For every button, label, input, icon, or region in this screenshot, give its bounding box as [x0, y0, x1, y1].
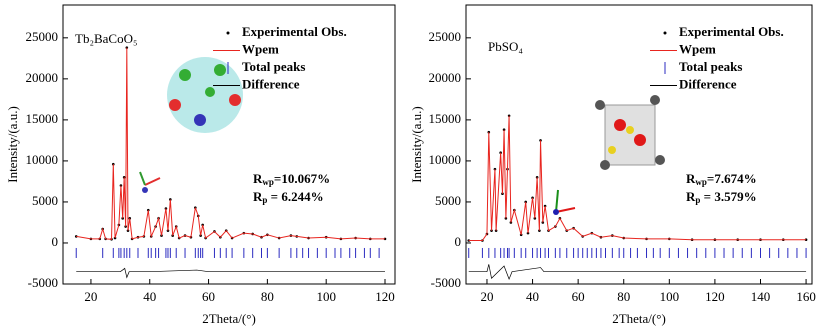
- x-tick-label: 140: [751, 289, 771, 304]
- y-axis-label: Intensity/(a.u.): [5, 106, 20, 183]
- annotation-symbol: R: [253, 171, 263, 186]
- annotation-subscript: p: [695, 195, 700, 205]
- x-axis-label: 2Theta/(°): [202, 311, 256, 326]
- legend-label: Experimental Obs.: [242, 24, 347, 39]
- y-tick-label: 20000: [429, 70, 462, 85]
- legend-label: Experimental Obs.: [679, 24, 784, 39]
- legend-label: Wpem: [242, 41, 279, 56]
- y-axis-label: Intensity/(a.u.): [409, 106, 424, 183]
- annotation-value: = 3.579%: [700, 189, 756, 204]
- legend-symbol: [226, 31, 230, 35]
- x-tick-label: 80: [617, 289, 630, 304]
- y-tick-label: 25000: [429, 29, 462, 44]
- x-tick-label: 120: [705, 289, 725, 304]
- annotation-subscript: wp: [262, 177, 274, 187]
- annotation-subscript: wp: [695, 177, 707, 187]
- x-tick-label: 40: [143, 289, 156, 304]
- fit-annotation: Rwp=10.067%: [253, 171, 330, 187]
- panel: 20 40 60 80 100 120 140 160 -5000 0 5000 10000 15000…: [409, 4, 816, 326]
- y-tick-label: -5000: [28, 275, 58, 290]
- difference-line: [76, 267, 386, 279]
- calculated-line: [468, 115, 807, 242]
- observed-point: [74, 235, 78, 238]
- y-tick-label: 5000: [32, 193, 58, 208]
- fit-annotation: Rwp=7.674%: [686, 171, 757, 187]
- annotation-value: = 6.244%: [267, 189, 323, 204]
- annotation-value: =10.067%: [274, 171, 330, 186]
- structure-illustration: [139, 57, 243, 193]
- annotation-value: =7.674%: [707, 171, 757, 186]
- x-tick-label: 100: [660, 289, 680, 304]
- x-tick-label: 100: [316, 289, 336, 304]
- plot-frame: [465, 4, 813, 285]
- annotation-subscript: p: [262, 195, 267, 205]
- chart-title: PbSO₄: [488, 39, 523, 54]
- difference-line: [468, 264, 807, 281]
- y-tick-label: 0: [52, 234, 59, 249]
- fit-annotation: Rp = 3.579%: [686, 189, 757, 205]
- structure-illustration: [553, 95, 665, 215]
- x-tick-label: 60: [202, 289, 215, 304]
- fit-annotation: Rp = 6.244%: [253, 189, 324, 205]
- x-tick-label: 160: [796, 289, 816, 304]
- legend-label: Difference: [242, 76, 300, 91]
- x-tick-label: 120: [375, 289, 395, 304]
- y-tick-label: 25000: [26, 29, 59, 44]
- chart-title: Tb₂BaCoO₅: [75, 31, 138, 46]
- x-tick-label: 20: [480, 289, 493, 304]
- x-tick-label: 60: [572, 289, 585, 304]
- calculated-line: [76, 47, 386, 240]
- annotation-symbol: R: [686, 171, 696, 186]
- legend-label: Total peaks: [679, 59, 742, 74]
- y-tick-label: 15000: [429, 111, 462, 126]
- y-tick-label: 0: [455, 234, 462, 249]
- x-tick-label: 20: [84, 289, 97, 304]
- x-tick-label: 40: [526, 289, 539, 304]
- y-tick-label: 20000: [26, 70, 59, 85]
- y-tick-label: -5000: [431, 275, 461, 290]
- legend-symbol: [663, 31, 667, 35]
- y-tick-label: 10000: [429, 152, 462, 167]
- y-tick-label: 5000: [435, 193, 461, 208]
- x-axis-label: 2Theta/(°): [612, 311, 666, 326]
- legend-label: Total peaks: [242, 59, 305, 74]
- x-tick-label: 80: [261, 289, 274, 304]
- y-tick-label: 15000: [26, 111, 59, 126]
- annotation-symbol: R: [686, 189, 696, 204]
- legend-label: Difference: [679, 76, 737, 91]
- panel: 20 40 60 80 100 120 -5000 0 5000 10000 15000 20000 2…: [5, 4, 396, 326]
- y-tick-label: 10000: [26, 152, 59, 167]
- plot-frame: [62, 4, 396, 285]
- annotation-symbol: R: [253, 189, 263, 204]
- legend-label: Wpem: [679, 41, 716, 56]
